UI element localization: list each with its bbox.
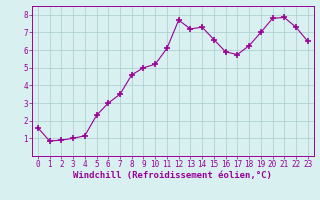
X-axis label: Windchill (Refroidissement éolien,°C): Windchill (Refroidissement éolien,°C)	[73, 171, 272, 180]
